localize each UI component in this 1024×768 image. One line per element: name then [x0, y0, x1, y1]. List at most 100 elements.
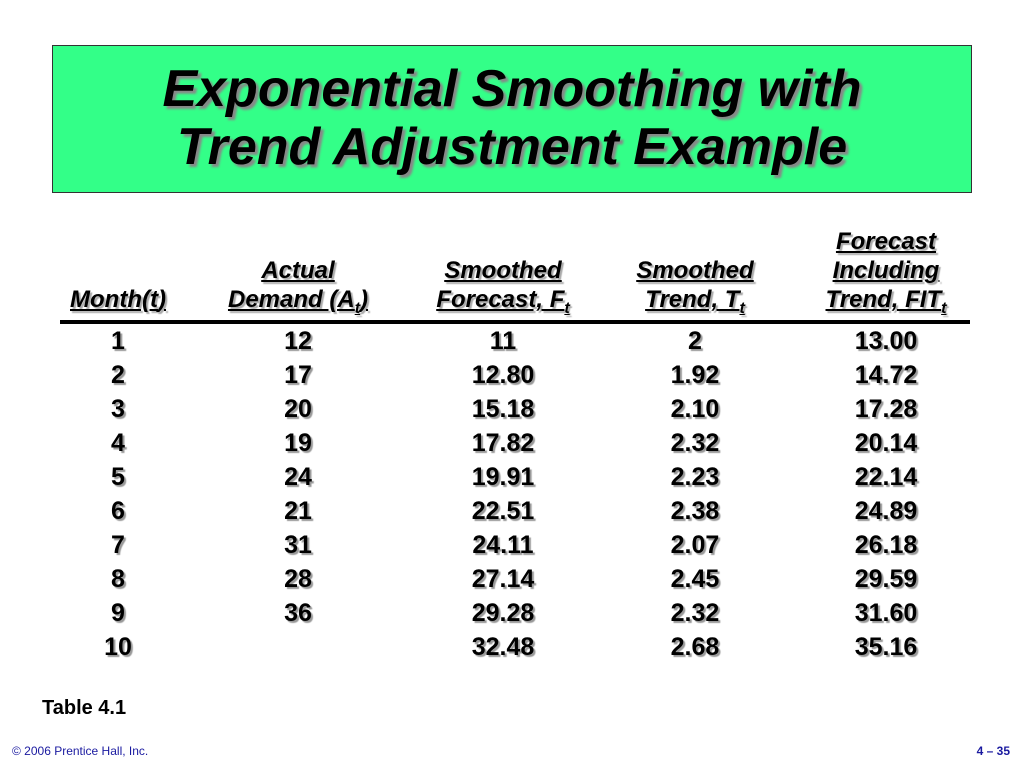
header-text: Actual	[261, 257, 334, 284]
header-segment: t	[564, 299, 570, 317]
header-line: Demand (At)	[203, 285, 393, 323]
column-header: Smoothed Trend, Tt	[600, 256, 790, 323]
table-cell: 17.82	[471, 429, 535, 457]
table-cell: 24.11	[472, 531, 534, 559]
header-segment: Month(	[70, 286, 150, 313]
table-cell: 2.32	[670, 429, 720, 457]
header-line: Month(t)	[23, 285, 213, 314]
table-cell: 20	[284, 395, 312, 423]
header-segment: Actual	[261, 257, 335, 284]
column-header: Month(t)	[23, 285, 213, 314]
table-cell: 2.68	[670, 633, 720, 661]
table-cell: 1.92	[670, 361, 720, 389]
table-cell: 21	[284, 497, 312, 525]
table-cell: 32.48	[471, 633, 535, 661]
table-cell: 13.00	[854, 327, 918, 355]
column-header: Actual Demand (At)	[203, 256, 393, 323]
title-box: Exponential Smoothing with Trend Adjustm…	[52, 45, 972, 193]
table-cell: 9	[111, 599, 125, 627]
table-cell: 19.91	[471, 463, 535, 491]
header-segment: Smoothed	[444, 257, 562, 284]
table-cell: 22.51	[471, 497, 535, 525]
table-cell: 22.14	[854, 463, 918, 491]
table-cell: 17.28	[854, 395, 918, 423]
header-segment: )	[157, 286, 166, 313]
table-cell: 19	[284, 429, 312, 457]
table-cell: 17	[284, 361, 312, 389]
header-text: Forecast, Ft	[436, 286, 569, 317]
table-cell: 2.45	[670, 565, 720, 593]
table-cell: 2.32	[670, 599, 720, 627]
table-cell: 2.23	[670, 463, 720, 491]
header-text: Including	[833, 257, 940, 284]
page-number: 4 – 35	[976, 744, 1010, 758]
header-line: Trend, FITt	[791, 285, 981, 323]
table-cell: 1	[111, 327, 125, 355]
table-cell: 12.80	[471, 361, 535, 389]
table-cell: 4	[111, 429, 125, 457]
table-cell: 31	[284, 531, 312, 559]
header-text: Smoothed	[636, 257, 753, 284]
header-line: Smoothed	[408, 256, 598, 285]
table-cell: 2	[688, 327, 702, 355]
table-cell: 24	[284, 463, 312, 491]
header-text: Smoothed	[444, 257, 561, 284]
table-cell: 2	[111, 361, 125, 389]
title-line: Trend Adjustment Example	[176, 118, 848, 176]
table-cell: 7	[111, 531, 125, 559]
header-line: Forecast, Ft	[408, 285, 598, 323]
table-cell: 36	[284, 599, 312, 627]
column-header: Forecast Including Trend, FITt	[791, 227, 981, 323]
table-caption: Table 4.1	[42, 697, 127, 719]
header-text: Trend, FITt	[825, 286, 947, 317]
table-cell: 2.07	[670, 531, 720, 559]
copyright: © 2006 Prentice Hall, Inc.	[12, 744, 149, 758]
header-rule	[60, 320, 970, 324]
header-segment: Including	[832, 257, 940, 284]
table-cell: 14.72	[854, 361, 918, 389]
header-text: Forecast	[836, 228, 936, 255]
table-cell: 3	[111, 395, 125, 423]
table-cell: 35.16	[854, 633, 918, 661]
table-cell: 11	[489, 327, 517, 355]
header-segment: t	[354, 299, 361, 317]
table-cell: 24.89	[854, 497, 918, 525]
header-text: Demand (At)	[227, 286, 369, 317]
header-segment: A	[337, 286, 355, 313]
table-cell: 29.28	[471, 599, 535, 627]
header-segment: t	[739, 299, 745, 317]
header-text: Trend, Tt	[645, 286, 745, 317]
table-cell: 20.14	[854, 429, 918, 457]
header-line: Including	[791, 256, 981, 285]
header-segment: Trend, FIT	[825, 286, 942, 313]
header-line: Forecast	[791, 227, 981, 256]
table-cell: 6	[111, 497, 125, 525]
table-cell: 2.38	[670, 497, 720, 525]
table-cell: 31.60	[854, 599, 918, 627]
table-cell: 15.18	[471, 395, 535, 423]
table-cell: 10	[104, 633, 132, 661]
header-line: Smoothed	[600, 256, 790, 285]
table-cell: 12	[284, 327, 312, 355]
header-segment: Forecast	[835, 228, 937, 255]
table-cell: 26.18	[854, 531, 918, 559]
header-segment: Forecast, F	[436, 286, 565, 313]
header-segment: Demand (	[227, 286, 338, 313]
table-cell: 5	[111, 463, 125, 491]
header-segment: t	[941, 299, 947, 317]
header-segment: Smoothed	[636, 257, 754, 284]
header-text: Month(t)	[70, 286, 166, 313]
header-line: Trend, Tt	[600, 285, 790, 323]
table-cell: 8	[111, 565, 125, 593]
header-segment: t	[149, 286, 158, 313]
header-segment: Trend, T	[645, 286, 740, 313]
table-cell: 2.10	[670, 395, 720, 423]
title-line: Exponential Smoothing with	[162, 60, 862, 118]
table-cell: 29.59	[854, 565, 918, 593]
header-segment: )	[360, 286, 369, 313]
header-line: Actual	[203, 256, 393, 285]
column-header: Smoothed Forecast, Ft	[408, 256, 598, 323]
table-cell: 28	[284, 565, 312, 593]
table-cell: 27.14	[471, 565, 535, 593]
